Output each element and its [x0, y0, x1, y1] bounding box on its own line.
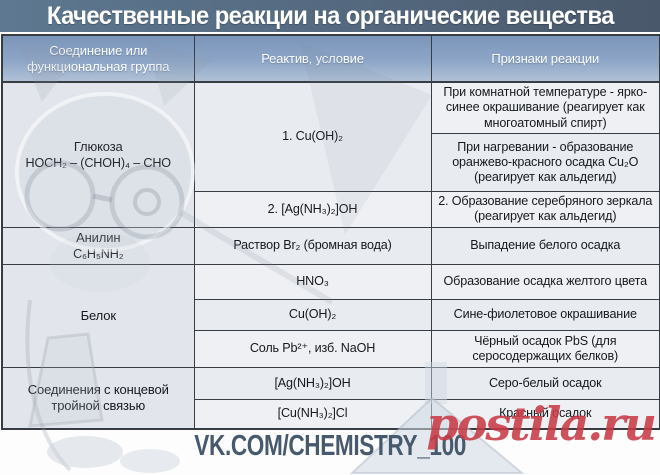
cell-reagent-alkyne-1: [Ag(NH₃)₂]OH	[193, 367, 432, 401]
compound-formula: HOCH₂ – (CHOH)₄ – CHO	[25, 155, 172, 170]
table-row: Белок HNO₃ Образование осадка желтого цв…	[1, 264, 660, 369]
cell-reagent-alkyne-2: [Cu(NH₃)₂]Cl	[193, 399, 432, 430]
table-row: Анилин C₆H₅NH₂ Раствор Br₂ (бромная вода…	[1, 226, 660, 266]
cell-reagent-protein-1: HNO₃	[193, 264, 432, 301]
page-title-bar: Качественные реакции на органические вещ…	[0, 0, 660, 32]
table-row: При нагревании - образование оранжево-кр…	[2, 133, 660, 193]
compound-name: Соединения с концевой тройной связью	[27, 381, 169, 413]
reactions-table: Соединение или функциональная группа Реа…	[1, 34, 660, 430]
cell-reagent-aniline: Раствор Br₂ (бромная вода)	[193, 226, 432, 266]
table-row: Соединения с концевой тройной связью [Ag…	[1, 367, 660, 430]
footer-vk-link: VK.COM/CHEMISTRY_100	[194, 430, 466, 462]
col-header-reagent: Реактив, условие	[193, 34, 432, 83]
cell-compound-terminal-alkyne: Соединения с концевой тройной связью	[1, 367, 195, 430]
cell-reagent-protein-2: Cu(OH)₂	[193, 299, 432, 332]
cell-sign-protein-1: Образование осадка желтого цвета	[430, 264, 660, 301]
page-title: Качественные реакции на органические вещ…	[46, 1, 615, 30]
cell-sign-glucose-2: При нагревании - образование оранжево-кр…	[430, 133, 660, 193]
cell-compound-protein: Белок	[1, 264, 195, 369]
cell-sign-protein-3: Чёрный осадок PbS (для серосодержащих бе…	[430, 330, 660, 369]
compound-name: Глюкоза	[73, 138, 123, 154]
cell-compound-glucose: Глюкоза HOCH₂ – (CHOH)₄ – CHO	[1, 81, 195, 228]
cell-reagent-protein-3: Соль Pb²⁺, изб. NaOH	[193, 330, 432, 369]
table-row: 2. [Ag(NH₃)₂]OH 2. Образование серебряно…	[2, 191, 660, 228]
postila-watermark: postila.ru	[426, 397, 657, 451]
compound-name: Анилин	[76, 229, 121, 245]
table-header-row: Соединение или функциональная группа Реа…	[1, 34, 660, 83]
cell-reagent-glucose-1: 1. Cu(OH)₂	[193, 81, 432, 193]
table-row: Глюкоза HOCH₂ – (CHOH)₄ – CHO 1. Cu(OH)₂…	[1, 81, 660, 228]
cell-sign-protein-2: Сине-фиолетовое окрашивание	[430, 299, 660, 332]
cell-sign-glucose-1: При комнатной температуре - ярко-синее о…	[430, 81, 660, 135]
table-row: Соль Pb²⁺, изб. NaOH Чёрный осадок PbS (…	[2, 330, 660, 369]
cell-compound-aniline: Анилин C₆H₅NH₂	[1, 226, 195, 266]
col-header-compound: Соединение или функциональная группа	[1, 34, 195, 83]
cell-sign-glucose-3: 2. Образование серебряного зеркала (реаг…	[430, 191, 660, 228]
compound-formula: C₆H₅NH₂	[73, 246, 124, 261]
cell-reagent-glucose-2: 2. [Ag(NH₃)₂]OH	[193, 191, 432, 228]
cell-sign-alkyne-1: Серо-белый осадок	[430, 367, 660, 401]
cell-sign-aniline: Выпадение белого осадка	[430, 226, 660, 266]
compound-name: Белок	[80, 308, 116, 324]
col-header-signs: Признаки реакции	[430, 34, 660, 83]
